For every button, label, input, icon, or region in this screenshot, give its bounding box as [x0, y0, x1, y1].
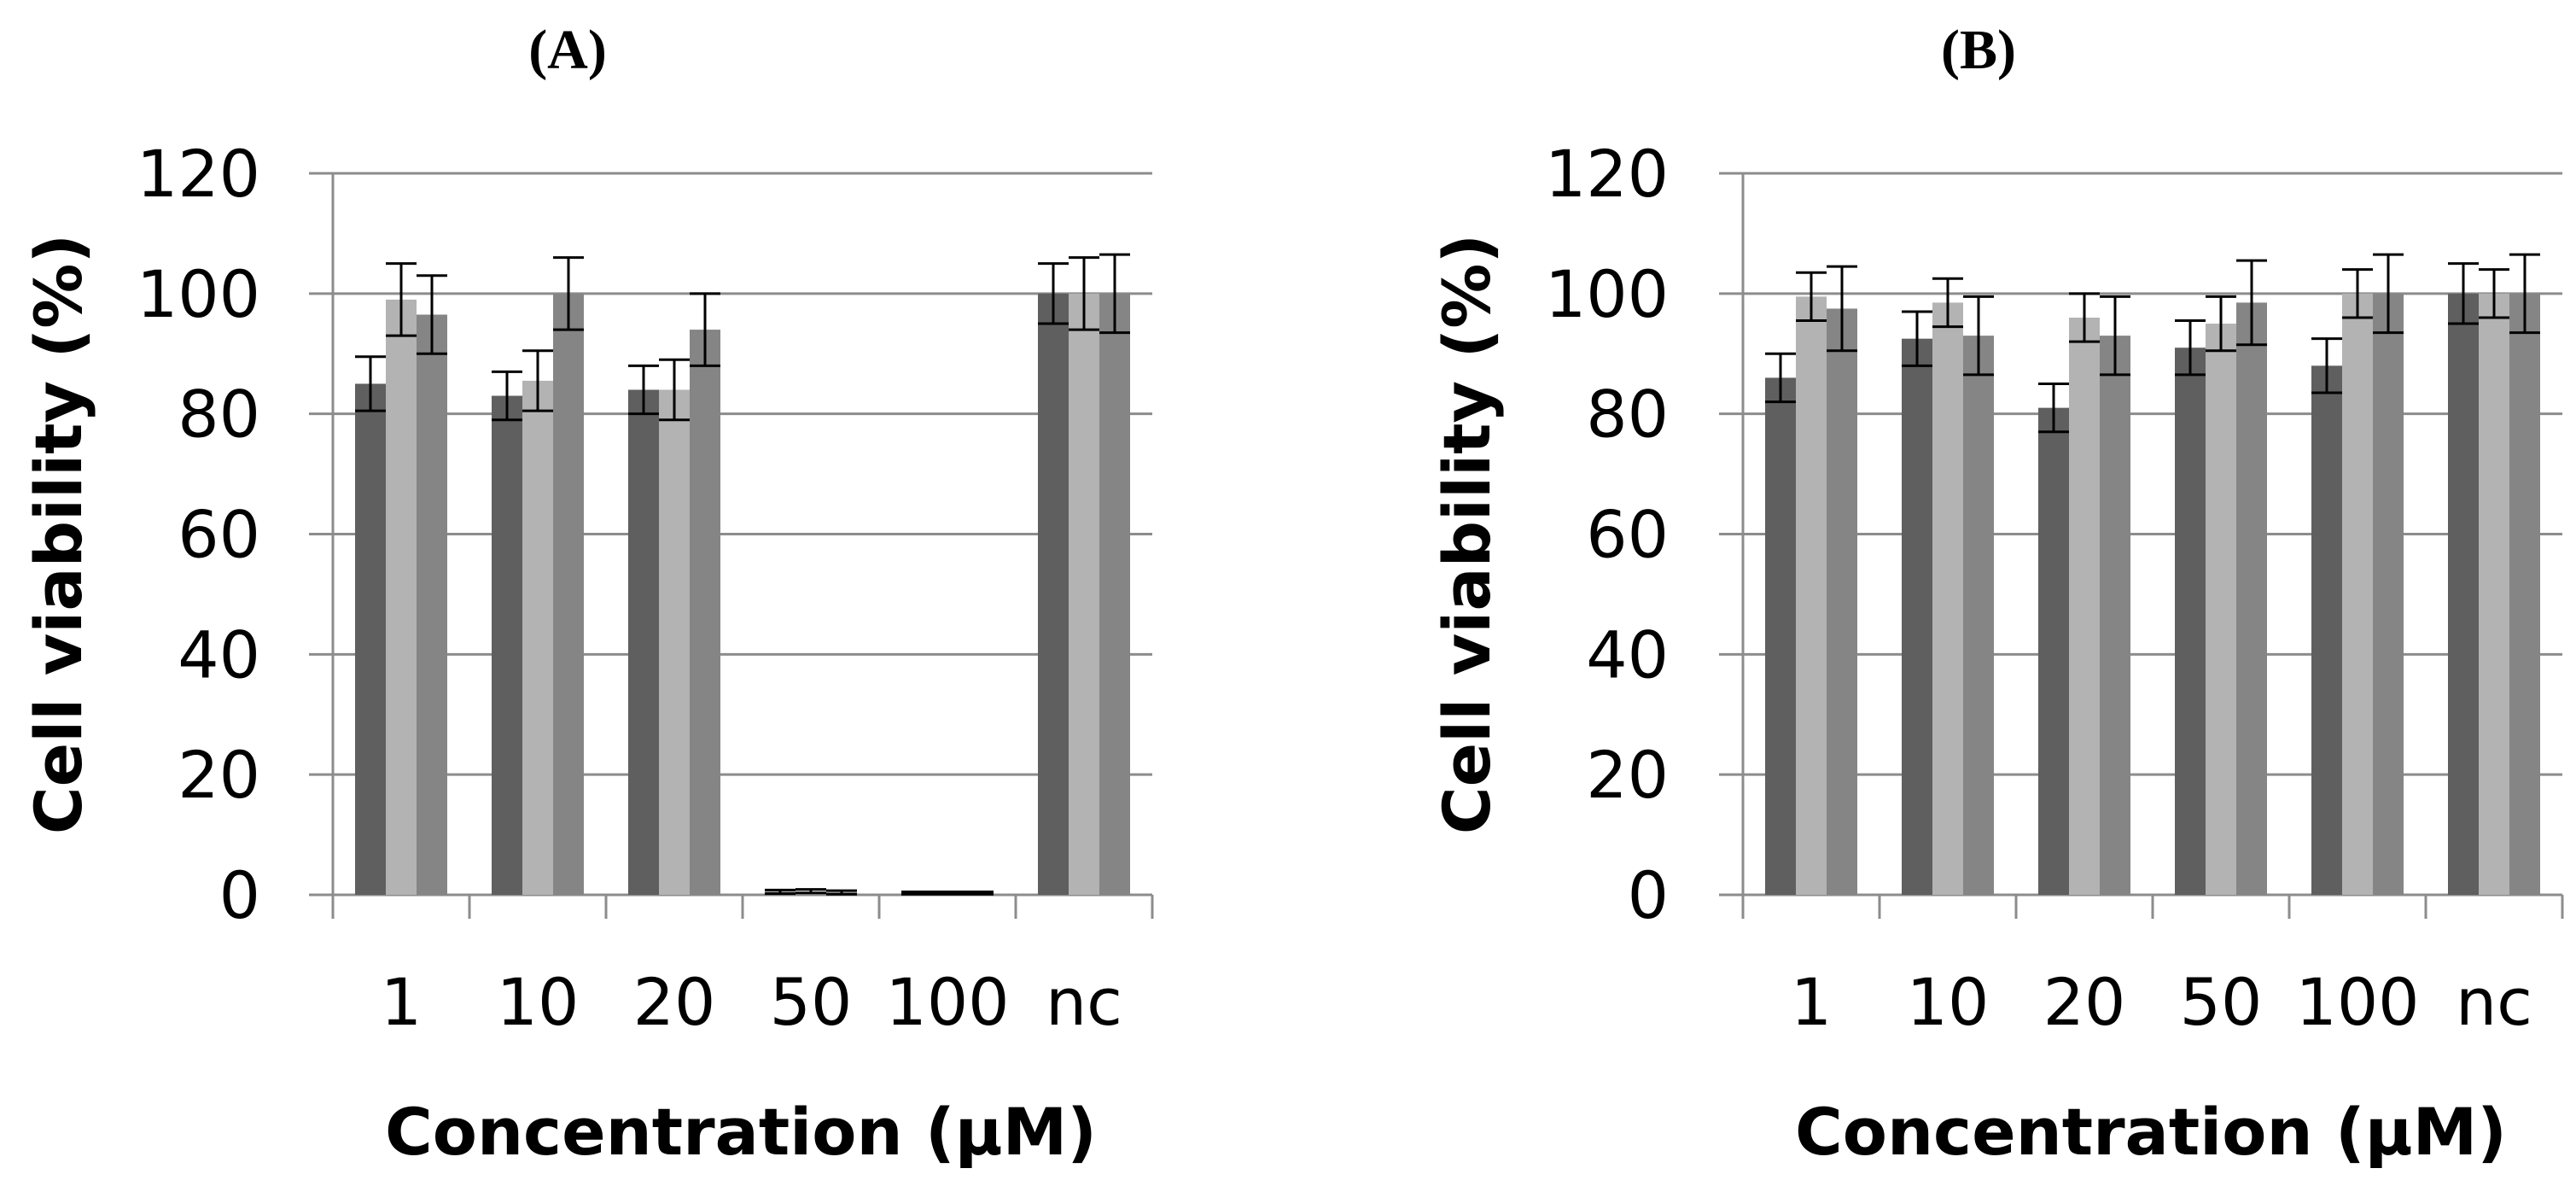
- bar: [386, 299, 417, 895]
- y-tick-label: 20: [178, 737, 260, 813]
- y-tick-label: 40: [1586, 616, 1669, 692]
- bar: [1827, 308, 1857, 895]
- y-axis-title: Cell viability (%): [20, 234, 96, 834]
- x-tick-label: 10: [497, 964, 580, 1040]
- bar: [2342, 293, 2373, 895]
- bar: [355, 383, 386, 895]
- bar: [690, 330, 720, 895]
- y-tick-label: 60: [178, 497, 260, 573]
- bar: [1902, 338, 1932, 895]
- bar: [628, 389, 659, 895]
- bar: [2100, 336, 2130, 895]
- x-tick-label: nc: [1046, 964, 1122, 1040]
- bar: [2479, 293, 2509, 895]
- bar: [2509, 293, 2540, 895]
- bar: [2236, 302, 2267, 895]
- x-tick-label: 10: [1907, 964, 1990, 1040]
- y-tick-label: 40: [178, 616, 260, 692]
- x-tick-label: 100: [885, 964, 1009, 1040]
- x-axis-title: Concentration (μM): [385, 1094, 1097, 1170]
- y-tick-label: 80: [1586, 377, 1669, 453]
- x-axis-title: Concentration (μM): [1795, 1094, 2507, 1170]
- x-tick-label: 50: [770, 964, 853, 1040]
- bar: [2038, 407, 2069, 895]
- chart-a: (A) 0 20 40 60 80 100 120 1 10 20 50 100 nc Concentrat…: [20, 19, 1154, 1170]
- bar: [2175, 348, 2206, 895]
- bar: [1038, 293, 1069, 895]
- x-tick-label: 20: [2043, 964, 2126, 1040]
- x-tick-label: 100: [2295, 964, 2419, 1040]
- y-tick-label: 120: [1545, 136, 1669, 212]
- y-tick-label: 0: [1628, 857, 1669, 933]
- panel-title: (A): [528, 19, 607, 81]
- bar: [1099, 293, 1130, 895]
- bar: [553, 293, 584, 895]
- y-tick-label: 80: [178, 377, 260, 453]
- panel-title: (B): [1941, 19, 2016, 81]
- bar: [2311, 365, 2342, 895]
- x-tick-label: 20: [633, 964, 716, 1040]
- y-tick-label: 100: [1545, 256, 1669, 332]
- bar: [1932, 302, 1963, 895]
- y-axis-title: Cell viability (%): [1429, 234, 1505, 834]
- y-tick-label: 100: [137, 256, 260, 332]
- bar: [522, 380, 553, 895]
- bar: [492, 395, 522, 896]
- bar: [659, 389, 690, 895]
- x-tick-label: 1: [381, 964, 422, 1040]
- x-tick-label: 1: [1791, 964, 1832, 1040]
- bar: [2373, 293, 2404, 895]
- bar: [1765, 377, 1796, 896]
- bar: [2448, 293, 2479, 895]
- y-tick-label: 60: [1586, 497, 1669, 573]
- bar: [1796, 296, 1827, 896]
- x-tick-label: 50: [2180, 964, 2263, 1040]
- bar: [417, 314, 447, 896]
- y-tick-label: 0: [219, 857, 260, 933]
- bar: [1963, 336, 1994, 895]
- chart-b: (B) 0 20 40 60 80 100 120 1 10 20 50 100 nc Concentrat…: [1429, 19, 2564, 1170]
- bar: [1069, 293, 1099, 895]
- y-tick-label: 20: [1586, 737, 1669, 813]
- y-tick-label: 120: [137, 136, 260, 212]
- x-tick-label: nc: [2456, 964, 2532, 1040]
- bar: [2206, 324, 2236, 896]
- bar: [2069, 318, 2100, 895]
